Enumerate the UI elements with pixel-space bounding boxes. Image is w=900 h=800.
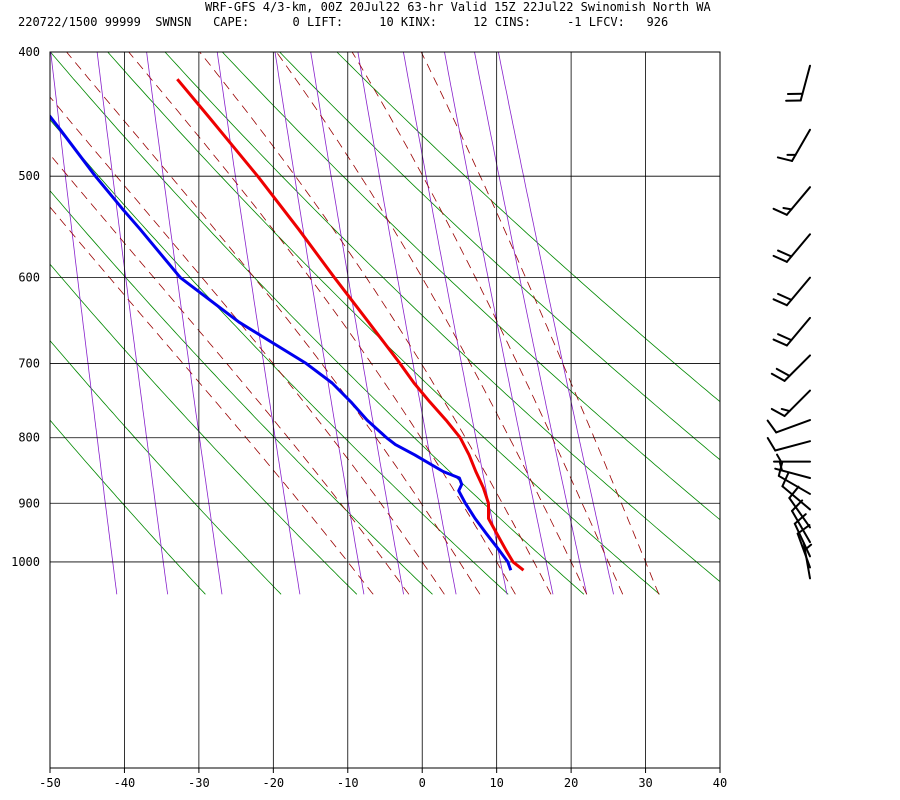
temperature-tick-label: 20	[564, 776, 578, 790]
temperature-tick-label: 0	[419, 776, 426, 790]
temperature-tick-label: -10	[337, 776, 359, 790]
temperature-tick-label: -30	[188, 776, 210, 790]
mixing-ratio-line	[310, 52, 404, 595]
dry-adiabat	[107, 52, 660, 595]
dry-adiabat	[221, 52, 720, 521]
wind-barb	[802, 541, 813, 580]
dry-adiabat	[50, 190, 433, 595]
wind-barb	[772, 276, 811, 307]
dewpoint-line	[50, 114, 513, 571]
wind-barb	[793, 513, 811, 558]
wind-barb	[772, 186, 811, 216]
wind-barb	[781, 471, 811, 511]
grid	[49, 51, 721, 768]
moist-adiabat	[275, 52, 588, 595]
wind-barb	[791, 499, 811, 544]
pressure-tick-label: 900	[18, 496, 40, 510]
pressure-tick-label: 400	[18, 45, 40, 59]
dry-adiabat	[50, 263, 358, 595]
mixing-ratio-line	[474, 52, 588, 595]
chart-title: WRF-GFS 4/3-km, 00Z 20Jul22 63-hr Valid …	[205, 0, 711, 14]
wind-barb	[773, 453, 811, 463]
plot-frame	[49, 51, 721, 769]
pressure-tick-label: 1000	[11, 555, 40, 569]
wind-barb	[788, 485, 811, 529]
moist-adiabat	[128, 52, 516, 595]
wind-barb	[770, 389, 811, 418]
dry-adiabat	[336, 52, 720, 403]
temperature-tick-label: 40	[713, 776, 727, 790]
dry-adiabat	[50, 419, 206, 595]
temperature-tick-label: 10	[489, 776, 503, 790]
wind-barb	[772, 316, 811, 347]
mixing-ratio-line	[402, 52, 508, 595]
dry-adiabat	[164, 52, 720, 583]
mixing-ratio-line	[357, 52, 457, 595]
wind-barb	[766, 437, 811, 452]
pressure-tick-label: 800	[18, 431, 40, 445]
temperature-tick-label: -50	[39, 776, 61, 790]
pressure-tick-label: 500	[18, 169, 40, 183]
wind-barb	[772, 233, 811, 263]
dry-adiabat	[50, 52, 585, 595]
moist-adiabat	[50, 206, 374, 595]
mixing-ratio-line	[50, 52, 118, 595]
dry-adiabat	[50, 340, 282, 595]
pressure-tick-label: 700	[18, 356, 40, 370]
dry-adiabat	[50, 119, 509, 595]
wind-barb	[777, 460, 811, 495]
wind-barbs	[766, 64, 813, 580]
moist-adiabat	[50, 96, 445, 595]
mixing-ratio-line	[497, 52, 614, 595]
axis-ticks: 400 500 600 700 800 900 1000 -50 -40 -30 -20 -10 0 10…	[11, 45, 727, 790]
pressure-tick-label: 600	[18, 271, 40, 285]
sounding-indices: 220722/1500 99999 SWNSN CAPE: 0 LIFT: 10…	[18, 15, 669, 29]
mixing-ratio-line	[444, 52, 554, 595]
mixing-ratio-line	[96, 52, 169, 595]
mixing-ratio-line	[146, 52, 223, 595]
moist-adiabat	[50, 154, 410, 595]
temperature-tick-label: 30	[638, 776, 652, 790]
moist-adiabat	[351, 52, 624, 595]
wind-barb	[785, 64, 811, 102]
wind-barb	[766, 419, 811, 434]
temperature-line	[176, 78, 525, 572]
temperature-tick-label: -40	[114, 776, 136, 790]
moist-adiabat	[420, 52, 660, 595]
profiles	[50, 78, 525, 572]
temperature-tick-label: -20	[262, 776, 284, 790]
wind-barb	[776, 128, 811, 162]
wind-barb	[770, 354, 811, 382]
moist-adiabat	[66, 52, 481, 595]
moist-adiabat	[199, 52, 552, 595]
mixing-ratio-line	[216, 52, 301, 595]
dry-adiabat	[279, 52, 720, 461]
background-lines	[50, 52, 720, 595]
